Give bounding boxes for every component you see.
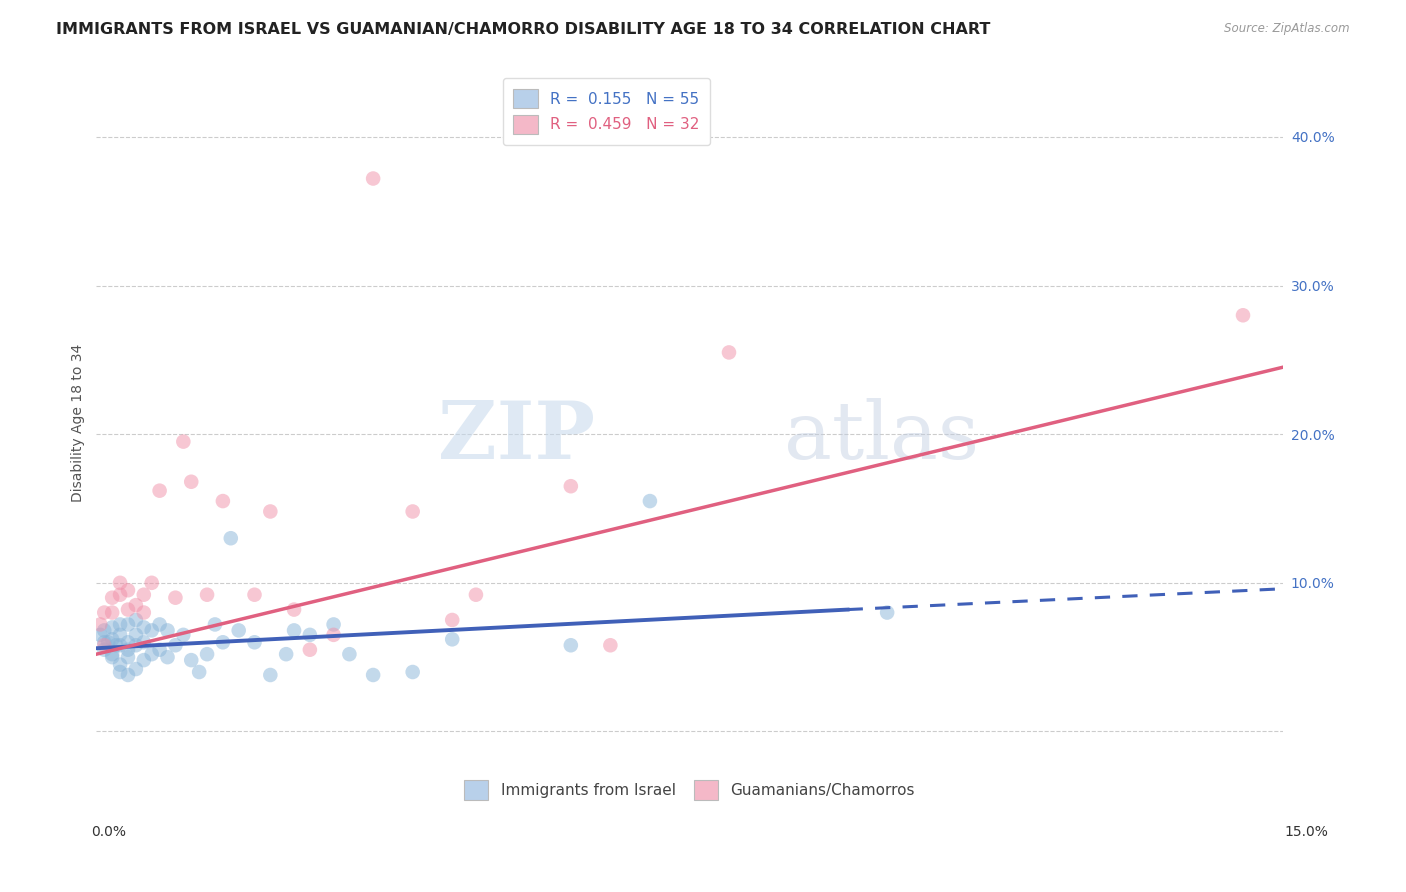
Point bbox=[117, 642, 139, 657]
Point bbox=[117, 617, 139, 632]
Point bbox=[101, 606, 124, 620]
Point bbox=[108, 628, 131, 642]
Point bbox=[322, 628, 344, 642]
Point bbox=[717, 345, 740, 359]
Point bbox=[149, 483, 172, 498]
Point bbox=[108, 665, 131, 679]
Point bbox=[105, 638, 128, 652]
Point bbox=[101, 591, 124, 605]
Point bbox=[165, 638, 187, 652]
Point bbox=[149, 642, 172, 657]
Point bbox=[402, 504, 425, 518]
Point bbox=[212, 635, 235, 649]
Point bbox=[298, 642, 321, 657]
Point bbox=[212, 494, 235, 508]
Point bbox=[156, 624, 179, 638]
Point bbox=[125, 598, 148, 612]
Point bbox=[108, 588, 131, 602]
Point bbox=[402, 665, 425, 679]
Point bbox=[108, 638, 131, 652]
Point bbox=[283, 602, 305, 616]
Point bbox=[243, 635, 266, 649]
Point bbox=[125, 662, 148, 676]
Point bbox=[97, 635, 120, 649]
Point bbox=[117, 583, 139, 598]
Point bbox=[89, 628, 111, 642]
Point bbox=[219, 531, 242, 545]
Point bbox=[93, 635, 115, 649]
Point bbox=[172, 434, 194, 449]
Point bbox=[204, 617, 226, 632]
Point bbox=[89, 617, 111, 632]
Point bbox=[132, 620, 155, 634]
Point bbox=[599, 638, 621, 652]
Point bbox=[195, 588, 218, 602]
Point bbox=[101, 632, 124, 647]
Point bbox=[141, 624, 163, 638]
Point bbox=[108, 575, 131, 590]
Point bbox=[195, 647, 218, 661]
Point bbox=[560, 479, 582, 493]
Y-axis label: Disability Age 18 to 34: Disability Age 18 to 34 bbox=[72, 344, 86, 502]
Point bbox=[156, 650, 179, 665]
Point bbox=[259, 668, 281, 682]
Point bbox=[283, 624, 305, 638]
Point bbox=[117, 650, 139, 665]
Point bbox=[638, 494, 661, 508]
Point bbox=[108, 617, 131, 632]
Point bbox=[361, 171, 384, 186]
Point bbox=[93, 638, 115, 652]
Point bbox=[101, 650, 124, 665]
Point bbox=[228, 624, 250, 638]
Point bbox=[132, 635, 155, 649]
Point bbox=[132, 606, 155, 620]
Legend: Immigrants from Israel, Guamanians/Chamorros: Immigrants from Israel, Guamanians/Chamo… bbox=[458, 774, 921, 806]
Point bbox=[93, 642, 115, 657]
Point bbox=[132, 653, 155, 667]
Point bbox=[93, 606, 115, 620]
Point bbox=[125, 638, 148, 652]
Point bbox=[117, 635, 139, 649]
Point bbox=[125, 613, 148, 627]
Text: 15.0%: 15.0% bbox=[1285, 825, 1329, 839]
Point bbox=[125, 628, 148, 642]
Point bbox=[180, 475, 202, 489]
Point bbox=[298, 628, 321, 642]
Point bbox=[1232, 308, 1254, 322]
Point bbox=[149, 617, 172, 632]
Point bbox=[180, 653, 202, 667]
Point bbox=[165, 591, 187, 605]
Point bbox=[141, 647, 163, 661]
Text: ZIP: ZIP bbox=[437, 398, 595, 475]
Point bbox=[101, 647, 124, 661]
Point bbox=[465, 588, 488, 602]
Point bbox=[876, 606, 898, 620]
Point bbox=[243, 588, 266, 602]
Point bbox=[117, 668, 139, 682]
Point bbox=[441, 613, 464, 627]
Point bbox=[441, 632, 464, 647]
Point bbox=[188, 665, 211, 679]
Text: Source: ZipAtlas.com: Source: ZipAtlas.com bbox=[1225, 22, 1350, 36]
Point bbox=[560, 638, 582, 652]
Text: atlas: atlas bbox=[785, 398, 980, 475]
Point bbox=[322, 617, 344, 632]
Point bbox=[108, 657, 131, 672]
Point bbox=[172, 628, 194, 642]
Point bbox=[141, 575, 163, 590]
Text: IMMIGRANTS FROM ISRAEL VS GUAMANIAN/CHAMORRO DISABILITY AGE 18 TO 34 CORRELATION: IMMIGRANTS FROM ISRAEL VS GUAMANIAN/CHAM… bbox=[56, 22, 991, 37]
Point bbox=[101, 620, 124, 634]
Point bbox=[339, 647, 361, 661]
Point bbox=[259, 504, 281, 518]
Point bbox=[276, 647, 298, 661]
Point bbox=[93, 624, 115, 638]
Point bbox=[132, 588, 155, 602]
Text: 0.0%: 0.0% bbox=[91, 825, 127, 839]
Point bbox=[117, 602, 139, 616]
Point bbox=[361, 668, 384, 682]
